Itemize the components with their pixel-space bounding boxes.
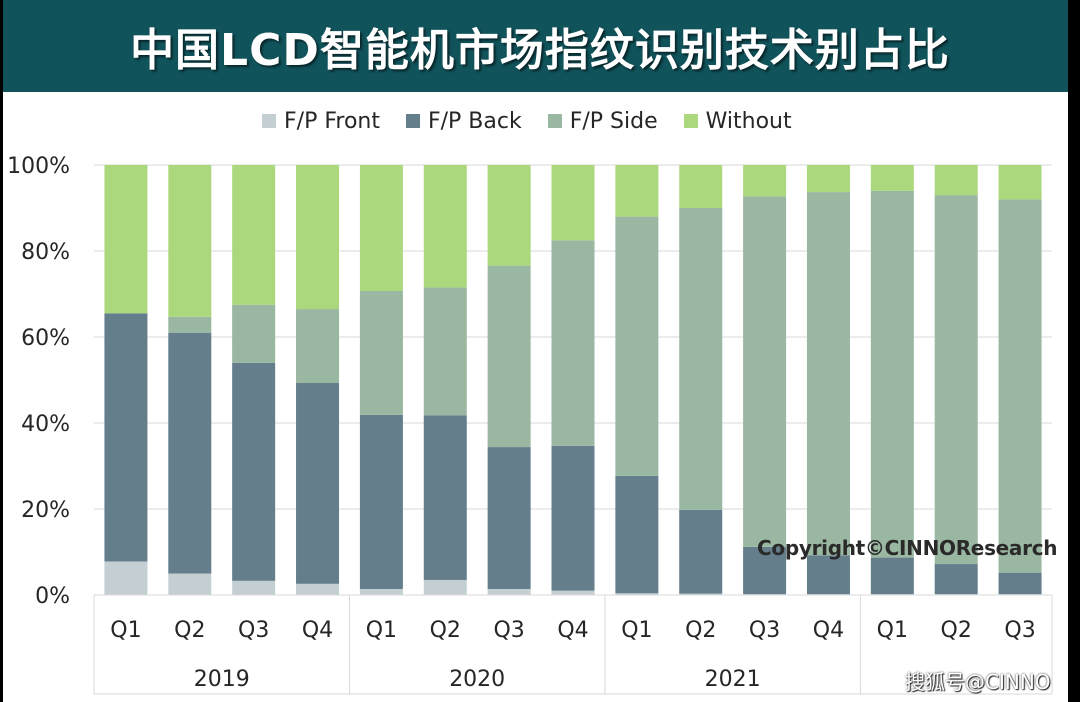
bar-segment-without (168, 165, 212, 317)
legend-item-fp-back: F/P Back (405, 108, 522, 134)
bar-segment-f-p-back (232, 362, 276, 581)
bar-segment-f-p-front (168, 573, 212, 595)
x-tick-label: Q4 (813, 618, 844, 643)
bar-segment-f-p-back (806, 555, 850, 595)
bar-segment-f-p-side (806, 192, 850, 556)
y-tick-label: 80% (21, 240, 70, 265)
x-tick-label: Q1 (877, 618, 908, 643)
legend-label-fp-front: F/P Front (284, 108, 380, 134)
bar-segment-without (806, 165, 850, 193)
x-tick-label: Q4 (302, 618, 333, 643)
bar-segment-without (487, 165, 531, 266)
legend-label-fp-side: F/P Side (569, 108, 658, 134)
bar-segment-without (551, 165, 595, 241)
title-band: 中国LCD智能机市场指纹识别技术别占比 (0, 0, 1080, 92)
x-tick-label: Q2 (941, 618, 972, 643)
bar-segment-without (998, 165, 1042, 200)
right-edge (1068, 0, 1080, 702)
bar-segment-f-p-side (296, 309, 340, 384)
x-tick-label: Q2 (430, 618, 461, 643)
bar-segment-f-p-back (870, 557, 914, 595)
bar-segment-without (359, 165, 403, 291)
bar-segment-f-p-front (423, 579, 467, 595)
y-tick-label: 20% (21, 498, 70, 523)
bar-segment-f-p-back (998, 572, 1042, 595)
bar-segment-f-p-side (743, 196, 787, 547)
bar-segment-f-p-front (359, 588, 403, 595)
x-tick-label: Q3 (749, 618, 780, 643)
legend-label-fp-back: F/P Back (427, 108, 522, 134)
bar-segment-f-p-side (168, 316, 212, 333)
legend-item-fp-front: F/P Front (262, 109, 380, 134)
left-edge (0, 0, 3, 702)
y-tick-label: 0% (35, 584, 70, 609)
x-tick-label: Q2 (685, 618, 716, 643)
bar-segment-f-p-side (870, 190, 914, 558)
watermark-text: 搜狐号@CINNO (905, 670, 1051, 694)
bar-segment-f-p-side (423, 287, 467, 416)
bar-segment-f-p-side (487, 265, 531, 448)
bar-segment-f-p-side (615, 216, 659, 476)
bar-segment-f-p-back (615, 475, 659, 594)
bar-segment-f-p-front (551, 590, 595, 595)
bar-segment-f-p-back (423, 415, 467, 580)
x-tick-label: Q1 (110, 618, 141, 643)
bar-segment-f-p-side (998, 199, 1042, 573)
bar-segment-f-p-back (168, 332, 212, 574)
bar-segment-f-p-front (232, 580, 276, 595)
bar-segment-f-p-back (743, 546, 787, 595)
bar-segment-without (104, 165, 148, 314)
x-tick-label: Q3 (238, 618, 269, 643)
y-tick-label: 40% (21, 412, 70, 437)
bar-segment-f-p-side (934, 195, 978, 565)
bar-segment-f-p-back (934, 564, 978, 595)
bar-segment-f-p-back (487, 447, 531, 589)
bar-segment-without (743, 165, 787, 197)
y-tick-label: 60% (21, 326, 70, 351)
bar-segment-without (870, 165, 914, 191)
bar-segment-without (423, 165, 467, 288)
bar-segment-f-p-front (487, 588, 531, 595)
bar-segment-without (615, 165, 659, 217)
legend: F/P Front F/P Back F/P Side Without (262, 106, 792, 136)
bar-segment-f-p-side (359, 290, 403, 415)
legend-swatch-fp-back (405, 114, 420, 128)
bar-segment-f-p-back (359, 414, 403, 589)
bar-segment-without (296, 165, 340, 310)
x-group-label: 2019 (194, 667, 250, 692)
x-tick-label: Q2 (174, 618, 205, 643)
legend-item-without: Without (683, 108, 792, 134)
chart-title: 中国LCD智能机市场指纹识别技术别占比 (130, 25, 950, 76)
bar-segment-without (232, 165, 276, 305)
bar-segment-f-p-front (104, 561, 148, 595)
legend-swatch-fp-front (262, 114, 276, 128)
x-tick-label: Q1 (366, 618, 397, 643)
y-tick-label: 100% (7, 154, 70, 179)
x-tick-label: Q3 (1004, 618, 1035, 643)
x-group-label: 2020 (449, 667, 505, 692)
bar-segment-f-p-back (551, 445, 595, 591)
bar-segment-f-p-back (679, 509, 723, 594)
bar-segment-f-p-back (296, 383, 340, 584)
legend-label-without: Without (705, 108, 792, 134)
bar-segment-f-p-side (232, 304, 276, 363)
bar-segment-f-p-side (679, 208, 723, 510)
x-tick-label: Q3 (493, 618, 524, 643)
legend-item-fp-side: F/P Side (547, 108, 658, 134)
copyright-text: Copyright©CINNOResearch (757, 536, 1058, 560)
bar-segment-f-p-front (296, 583, 340, 595)
legend-swatch-without (683, 114, 698, 128)
x-group-label: 2021 (705, 667, 761, 692)
bar-segment-f-p-back (104, 313, 148, 562)
bar-segment-f-p-front (679, 593, 723, 595)
legend-swatch-fp-side (547, 114, 562, 128)
bar-segment-without (679, 165, 723, 208)
bar-segment-f-p-front (615, 593, 659, 595)
x-tick-label: Q1 (621, 618, 652, 643)
bar-segment-without (934, 165, 978, 196)
x-tick-label: Q4 (557, 618, 588, 643)
bar-segment-f-p-side (551, 240, 595, 446)
